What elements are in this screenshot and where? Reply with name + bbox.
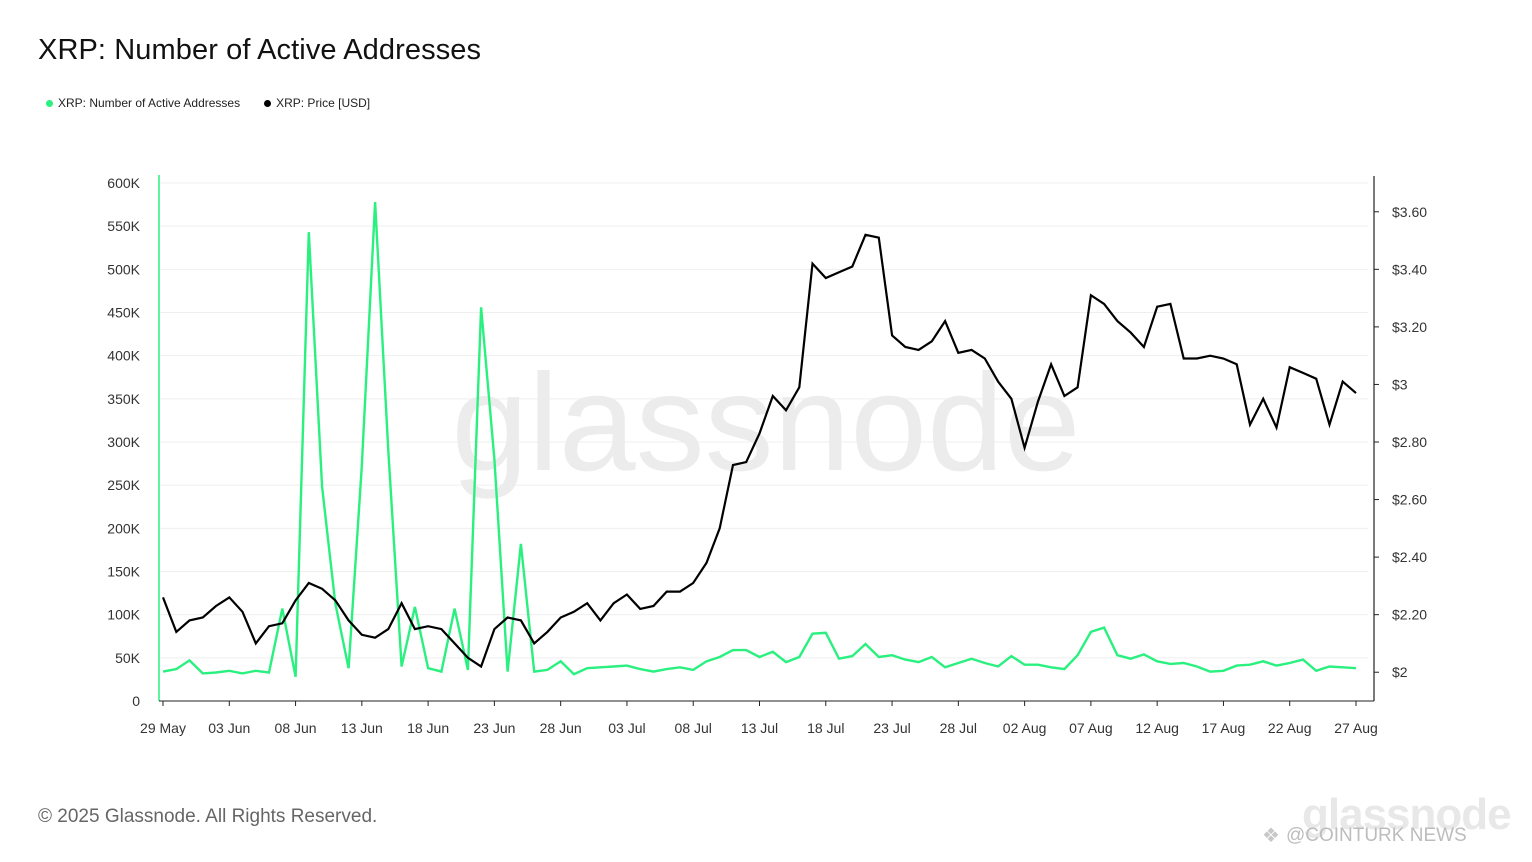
source-watermark: ❖ @COINTURK NEWS <box>1262 823 1467 848</box>
left-tick-label: 150K <box>107 564 140 580</box>
right-y-axis: $2 $2.20 $2.40 $2.60 $2.80 $3 $3.20 $3.40 $3.60 <box>1373 176 1427 701</box>
right-tick-label: $2.20 <box>1392 607 1427 623</box>
left-tick-label: 0 <box>132 693 140 709</box>
left-tick-label: 500K <box>107 261 140 277</box>
legend-item-price[interactable]: XRP: Price [USD] <box>264 96 370 110</box>
left-tick-label: 300K <box>107 434 140 450</box>
left-tick-label: 250K <box>107 477 140 493</box>
right-tick-label: $2.40 <box>1392 549 1427 565</box>
center-watermark: glassnode <box>451 346 1080 500</box>
x-tick-label: 03 Jun <box>208 720 250 736</box>
left-tick-label: 200K <box>107 520 140 536</box>
right-tick-label: $2.60 <box>1392 492 1427 508</box>
brand-logo: glassnode <box>1302 790 1512 839</box>
chart-title: XRP: Number of Active Addresses <box>38 34 482 66</box>
left-tick-label: 400K <box>107 348 140 364</box>
source-watermark-text: @COINTURK NEWS <box>1285 824 1467 846</box>
legend-label-active-addresses: XRP: Number of Active Addresses <box>58 96 241 110</box>
x-tick-label: 28 Jun <box>540 720 582 736</box>
series-line-price <box>161 233 1357 669</box>
right-tick-label: $3.40 <box>1392 261 1427 277</box>
series-line-active-addresses <box>162 201 1357 678</box>
x-tick-label: 08 Jul <box>675 720 712 736</box>
x-tick-label: 12 Aug <box>1135 720 1179 736</box>
legend-item-active-addresses[interactable]: XRP: Number of Active Addresses <box>46 96 240 110</box>
right-tick-label: $2.80 <box>1392 434 1427 450</box>
x-tick-label: 22 Aug <box>1268 720 1312 736</box>
x-tick-label: 18 Jun <box>407 720 449 736</box>
x-tick-label: 23 Jun <box>473 720 515 736</box>
x-tick-label: 13 Jun <box>341 720 383 736</box>
right-tick-label: $3.20 <box>1392 319 1427 335</box>
series-layer <box>161 201 1357 678</box>
x-tick-label: 23 Jul <box>873 720 910 736</box>
legend-marker-price <box>264 99 272 107</box>
left-tick-label: 350K <box>107 391 140 407</box>
x-tick-label: 28 Jul <box>940 720 977 736</box>
right-tick-label: $2 <box>1392 664 1408 680</box>
x-tick-label: 17 Aug <box>1202 720 1246 736</box>
x-tick-label: 02 Aug <box>1003 720 1047 736</box>
x-axis: 29 May 03 Jun 08 Jun 13 Jun 18 Jun 23 Jun 28 J… <box>140 700 1378 736</box>
right-tick-label: $3.60 <box>1392 204 1427 220</box>
binance-diamond-icon: ❖ <box>1262 825 1280 847</box>
left-tick-label: 550K <box>107 218 140 234</box>
left-tick-label: 50K <box>115 650 141 666</box>
x-tick-label: 18 Jul <box>807 720 844 736</box>
x-tick-label: 29 May <box>140 720 186 736</box>
copyright-text: © 2025 Glassnode. All Rights Reserved. <box>38 806 378 827</box>
legend-label-price: XRP: Price [USD] <box>276 96 371 110</box>
x-tick-label: 27 Aug <box>1334 720 1378 736</box>
x-tick-label: 13 Jul <box>741 720 778 736</box>
right-tick-label: $3 <box>1392 376 1408 392</box>
legend-marker-active-addresses <box>46 99 53 107</box>
x-tick-label: 07 Aug <box>1069 720 1113 736</box>
left-y-axis: 0 50K 100K 150K 200K 250K 300K 350K 400K 450K 500K… <box>107 175 160 709</box>
x-tick-label: 03 Jul <box>608 720 645 736</box>
x-tick-label: 08 Jun <box>275 720 317 736</box>
left-tick-label: 450K <box>107 305 140 321</box>
left-tick-label: 600K <box>107 175 140 191</box>
left-tick-label: 100K <box>107 607 140 623</box>
legend: XRP: Number of Active Addresses XRP: Pri… <box>46 96 370 110</box>
